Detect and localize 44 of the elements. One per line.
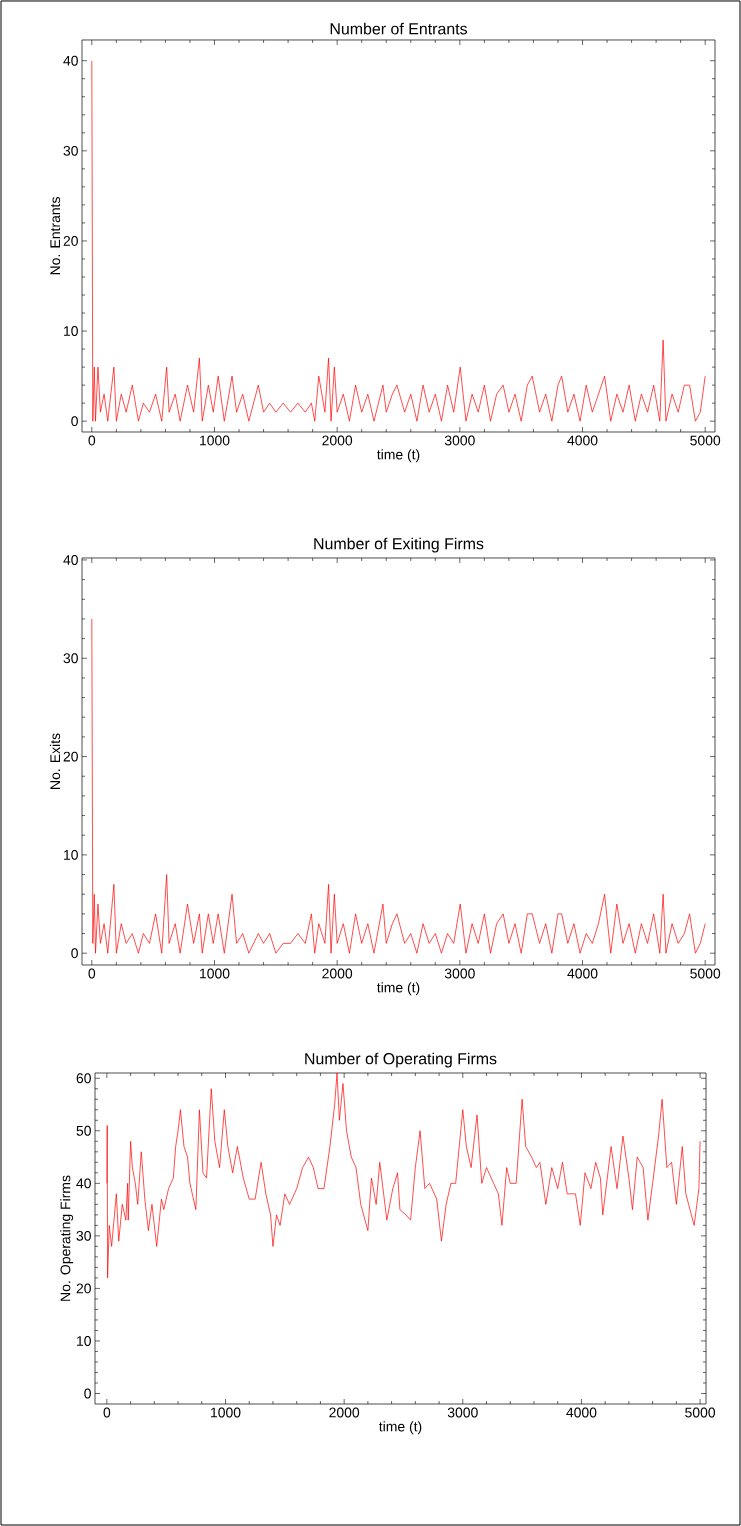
- x-tick-label: 5000: [685, 1407, 716, 1418]
- x-tick-label: 5000: [690, 968, 721, 979]
- y-tick-label: 0: [84, 1388, 91, 1399]
- x-tick-label: 2000: [329, 1407, 360, 1418]
- x-tick-label: 4000: [567, 435, 598, 446]
- y-tick-label: 0: [71, 416, 78, 427]
- y-tick-label: 30: [63, 145, 78, 156]
- y-tick-label: 40: [63, 555, 78, 565]
- x-tick-label: 0: [103, 1407, 111, 1418]
- chart-title: Number of Exiting Firms: [314, 537, 484, 553]
- x-tick-label: 4000: [566, 1407, 597, 1418]
- x-axis-title: time (t): [377, 449, 420, 463]
- y-axis-title: No. Entrants: [50, 197, 61, 275]
- y-tick-label: 20: [76, 1283, 91, 1294]
- y-tick-label: 10: [77, 1336, 91, 1346]
- x-tick-label: 3000: [447, 1407, 478, 1418]
- chart-title: Number of Entrants: [330, 22, 468, 35]
- y-tick-label: 40: [63, 55, 78, 66]
- x-tick-label: 3000: [444, 435, 475, 446]
- x-tick-label: 1000: [200, 435, 230, 446]
- x-axis-title: time (t): [379, 1421, 422, 1435]
- x-tick-label: 5000: [690, 435, 721, 446]
- x-axis-title: time (t): [377, 982, 420, 996]
- y-tick-label: 60: [76, 1073, 91, 1084]
- y-axis-title: No. Operating Firms: [60, 1175, 74, 1301]
- y-tick-label: 40: [76, 1178, 91, 1189]
- line-series: [91, 618, 706, 954]
- y-tick-label: 20: [63, 235, 78, 246]
- line-series: [106, 1073, 701, 1279]
- y-tick-label: 10: [64, 326, 78, 336]
- x-tick-label: 2000: [322, 968, 353, 979]
- y-tick-label: 30: [76, 1230, 91, 1241]
- y-tick-label: 20: [63, 751, 78, 762]
- x-tick-label: 1000: [200, 968, 230, 979]
- x-tick-label: 3000: [444, 968, 475, 979]
- x-tick-label: 2000: [322, 435, 353, 446]
- y-axis-title: No. Exits: [49, 733, 61, 789]
- y-tick-label: 10: [64, 849, 78, 860]
- y-tick-label: 50: [76, 1125, 91, 1136]
- y-tick-label: 30: [63, 653, 78, 664]
- x-tick-label: 1000: [211, 1407, 241, 1418]
- x-tick-label: 4000: [567, 968, 598, 979]
- y-tick-label: 0: [71, 948, 78, 959]
- chart-title: Number of Operating Firms: [305, 1052, 497, 1068]
